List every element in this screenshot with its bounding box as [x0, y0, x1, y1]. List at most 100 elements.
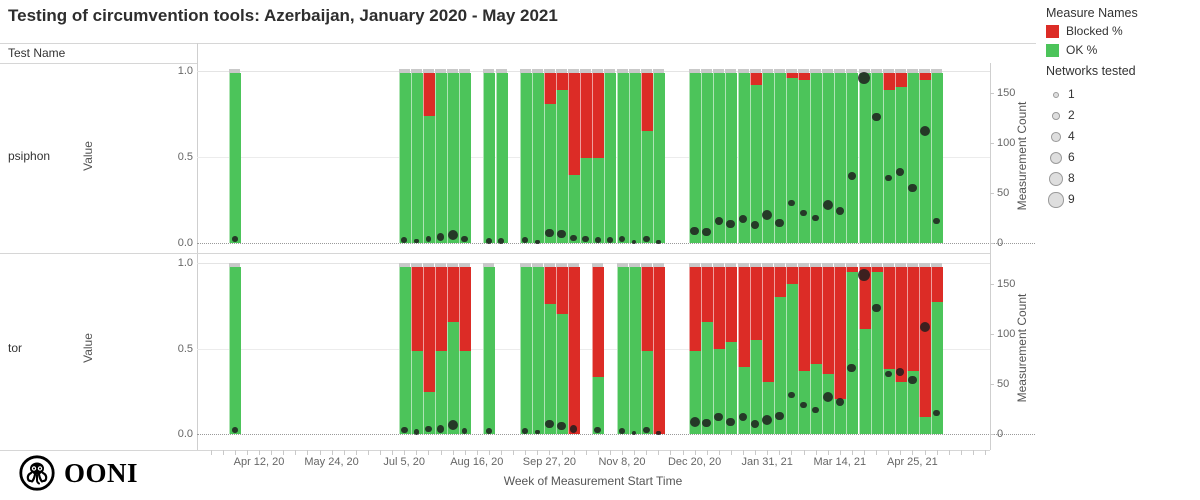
networks-dot[interactable] — [835, 207, 844, 215]
bar-week[interactable] — [495, 69, 508, 243]
bar-week[interactable] — [761, 263, 774, 434]
networks-dot[interactable] — [656, 430, 661, 436]
networks-dot[interactable] — [788, 199, 795, 207]
bar-week[interactable] — [483, 263, 496, 434]
networks-dot[interactable] — [907, 375, 917, 385]
bar-segment-ok[interactable] — [543, 304, 556, 434]
bar-segment-blocked[interactable] — [737, 267, 750, 367]
bar-week[interactable] — [531, 263, 544, 434]
bar-week[interactable] — [543, 69, 556, 243]
bar-segment-blocked[interactable] — [773, 267, 786, 297]
bar-segment-ok[interactable] — [894, 382, 907, 434]
bar-week[interactable] — [689, 263, 702, 434]
bar-segment-blocked[interactable] — [435, 267, 447, 351]
bar-segment-ok[interactable] — [725, 73, 738, 243]
bar-week[interactable] — [882, 69, 895, 243]
bar-segment-ok[interactable] — [519, 73, 532, 243]
networks-dot[interactable] — [788, 391, 795, 399]
bar-week[interactable] — [834, 263, 847, 434]
bar-segment-ok[interactable] — [773, 73, 786, 243]
bar-week[interactable] — [858, 69, 871, 243]
bar-week[interactable] — [410, 69, 423, 243]
bar-week[interactable] — [858, 263, 871, 434]
bar-segment-blocked[interactable] — [422, 73, 435, 116]
networks-dot[interactable] — [857, 71, 871, 85]
bar-week[interactable] — [592, 69, 605, 243]
bar-segment-blocked[interactable] — [870, 267, 883, 272]
bar-week[interactable] — [616, 263, 629, 434]
networks-dot[interactable] — [535, 429, 540, 435]
networks-dot[interactable] — [557, 421, 566, 431]
networks-dot[interactable] — [896, 168, 905, 176]
bar-segment-ok[interactable] — [785, 78, 798, 243]
bar-segment-blocked[interactable] — [592, 73, 605, 158]
networks-dot[interactable] — [738, 214, 748, 224]
bar-week[interactable] — [628, 69, 641, 243]
bar-week[interactable] — [398, 69, 411, 243]
bar-segment-blocked[interactable] — [798, 267, 810, 371]
bar-segment-ok[interactable] — [906, 371, 919, 434]
bar-week[interactable] — [483, 69, 496, 243]
networks-dot[interactable] — [425, 425, 432, 433]
bar-segment-blocked[interactable] — [556, 267, 568, 314]
bar-week[interactable] — [810, 263, 823, 434]
legend-networks-item-8[interactable]: 8 — [1046, 169, 1186, 187]
networks-dot[interactable] — [582, 235, 590, 243]
bar-segment-ok[interactable] — [713, 73, 726, 243]
networks-dot[interactable] — [461, 235, 469, 243]
bar-segment-ok[interactable] — [459, 73, 472, 243]
bar-week[interactable] — [229, 69, 242, 243]
bar-week[interactable] — [894, 263, 907, 434]
networks-dot[interactable] — [800, 401, 807, 409]
bar-segment-blocked[interactable] — [749, 73, 762, 85]
bar-segment-blocked[interactable] — [785, 73, 798, 78]
bar-segment-blocked[interactable] — [652, 267, 665, 434]
bar-segment-ok[interactable] — [894, 87, 907, 243]
bar-segment-ok[interactable] — [556, 90, 568, 243]
bar-segment-blocked[interactable] — [725, 267, 738, 342]
bar-segment-ok[interactable] — [447, 73, 460, 243]
bar-segment-ok[interactable] — [725, 342, 738, 434]
networks-dot[interactable] — [933, 409, 940, 417]
bar-week[interactable] — [519, 263, 532, 434]
bar-week[interactable] — [410, 263, 423, 434]
bar-segment-ok[interactable] — [628, 73, 641, 243]
networks-dot[interactable] — [919, 126, 930, 136]
bar-segment-ok[interactable] — [422, 116, 435, 243]
networks-dot[interactable] — [642, 426, 650, 434]
bar-segment-ok[interactable] — [870, 272, 883, 434]
bar-week[interactable] — [459, 69, 472, 243]
bar-segment-ok[interactable] — [568, 175, 581, 243]
bar-segment-ok[interactable] — [919, 80, 931, 243]
networks-dot[interactable] — [401, 237, 407, 243]
bar-segment-ok[interactable] — [398, 267, 411, 434]
bar-segment-ok[interactable] — [652, 73, 665, 243]
networks-dot[interactable] — [569, 425, 578, 433]
bar-segment-ok[interactable] — [701, 322, 714, 434]
bar-segment-blocked[interactable] — [822, 267, 835, 374]
bar-segment-blocked[interactable] — [410, 267, 423, 351]
bar-week[interactable] — [652, 69, 665, 243]
bar-week[interactable] — [640, 263, 653, 434]
networks-dot[interactable] — [631, 430, 637, 436]
networks-dot[interactable] — [871, 303, 881, 313]
bar-segment-blocked[interactable] — [713, 267, 726, 349]
bar-week[interactable] — [447, 69, 460, 243]
bar-week[interactable] — [785, 263, 798, 434]
bar-week[interactable] — [882, 263, 895, 434]
bar-week[interactable] — [652, 263, 665, 434]
networks-dot[interactable] — [618, 235, 626, 243]
networks-dot[interactable] — [762, 415, 773, 425]
networks-dot[interactable] — [414, 238, 419, 244]
networks-dot[interactable] — [232, 236, 238, 242]
bar-week[interactable] — [592, 263, 605, 434]
networks-dot[interactable] — [812, 406, 819, 414]
bar-segment-ok[interactable] — [640, 351, 653, 434]
bar-segment-ok[interactable] — [422, 392, 435, 434]
bar-segment-ok[interactable] — [689, 73, 702, 243]
networks-dot[interactable] — [726, 417, 736, 427]
bar-week[interactable] — [229, 263, 242, 434]
bar-segment-ok[interactable] — [919, 417, 931, 434]
networks-dot[interactable] — [857, 268, 871, 282]
bar-segment-ok[interactable] — [531, 73, 544, 243]
